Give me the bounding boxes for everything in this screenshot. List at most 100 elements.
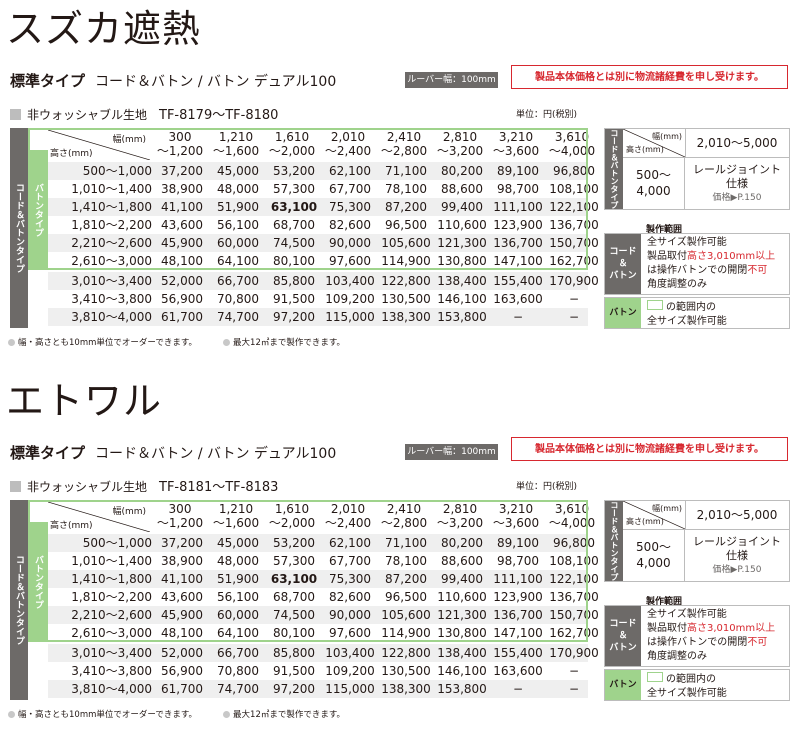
width-from: 3,610 — [554, 502, 590, 516]
price-cell: 85,800 — [273, 274, 315, 288]
label-cord: コード — [609, 247, 637, 257]
rail-width-header: 幅(mm) — [652, 504, 682, 513]
variant-label: コード＆バトン / バトン デュアル100 — [95, 74, 337, 90]
diagonal-line — [48, 130, 150, 160]
scope-operation-text: は操作バトンでの開閉 — [647, 637, 748, 648]
scope-baton-line2: 全サイズ製作可能 — [647, 316, 727, 327]
price-cell: 121,300 — [437, 608, 487, 622]
price-section: スズカ遮熱 標準タイプ コード＆バトン / バトン デュアル100 ルーバー幅：100… — [6, 7, 790, 348]
height-header: 高さ(mm) — [50, 521, 93, 531]
height-range-label: 3,410〜3,800 — [71, 664, 152, 678]
price-cell: 138,400 — [437, 646, 487, 660]
fabric-line: 非ウォッシャブル生地 TF-8181〜TF-8183 — [10, 476, 278, 495]
height-range-label: 2,610〜3,000 — [71, 254, 152, 268]
width-from: 2,010 — [330, 502, 366, 516]
scope-cord-baton-label: コード ＆ バトン — [605, 606, 641, 666]
table-row: 3,810〜4,000 61,700 74,700 97,200 115,000 138,… — [48, 680, 588, 698]
price-cell: 37,200 — [161, 164, 203, 178]
width-column-header: 2,810 〜3,200 — [432, 502, 488, 534]
table-row: 1,410〜1,800 41,100 51,900 63,100 75,300 87,20… — [48, 198, 599, 216]
rail-height-from: 500〜 — [636, 168, 671, 182]
width-column-header: 1,210 〜1,600 — [208, 502, 264, 534]
rail-height-header: 高さ(mm) — [626, 145, 664, 154]
price-cell: 136,700 — [493, 236, 543, 250]
rail-height-from: 500〜 — [636, 540, 671, 554]
price-cell: 122,800 — [381, 274, 431, 288]
price-cell: 123,900 — [493, 590, 543, 604]
price-cell: 48,100 — [161, 626, 203, 640]
scope-baton: バトン の範囲内の 全サイズ製作可能 — [604, 297, 790, 329]
price-cell: 74,500 — [273, 608, 315, 622]
price-cell: 71,100 — [385, 536, 427, 550]
price-cell: 122,100 — [549, 572, 599, 586]
shipping-notice: 製品本体価格とは別に物流諸経費を申し受けます。 — [511, 65, 788, 89]
price-cell: 114,900 — [381, 254, 431, 268]
variant-label: コード＆バトン / バトン デュアル100 — [95, 446, 337, 462]
header-diagonal-cell: 幅(mm) 高さ(mm) — [48, 130, 150, 160]
price-cell: 80,200 — [441, 164, 483, 178]
price-cell: − — [568, 310, 580, 324]
width-column-header: 1,610 〜2,000 — [264, 502, 320, 534]
table-row: 3,410〜3,800 56,900 70,800 91,500 109,200 130,… — [48, 662, 588, 680]
rail-height-header: 高さ(mm) — [626, 517, 664, 526]
price-cell: 45,000 — [217, 536, 259, 550]
scope-baton-text: の範囲内の 全サイズ製作可能 — [647, 300, 727, 329]
price-cell: 74,500 — [273, 236, 315, 250]
width-to: 〜2,800 — [380, 516, 428, 530]
scope-baton-text: の範囲内の 全サイズ製作可能 — [647, 672, 727, 701]
width-column-header: 1,210 〜1,600 — [208, 130, 264, 162]
table-row: 1,410〜1,800 41,100 51,900 63,100 75,300 87,20… — [48, 570, 599, 588]
height-range-label: 500〜1,000 — [82, 164, 152, 178]
table-row: 3,410〜3,800 56,900 70,800 91,500 109,200 130,… — [48, 290, 588, 308]
rail-price-ref: 価格▶P.150 — [712, 565, 762, 575]
price-cell: 38,900 — [161, 554, 203, 568]
width-column-header: 3,210 〜3,600 — [488, 502, 544, 534]
width-column-header: 300 〜1,200 — [152, 502, 208, 534]
price-cell: 111,100 — [493, 200, 543, 214]
label-and: ＆ — [618, 259, 628, 269]
price-cell: 48,000 — [217, 182, 259, 196]
price-cell: 170,900 — [549, 274, 599, 288]
green-frame-legend-icon — [647, 300, 663, 310]
price-cell: 97,200 — [273, 682, 315, 696]
price-cell: 162,700 — [549, 254, 599, 268]
width-from: 300 — [168, 502, 192, 516]
price-cell: 48,100 — [161, 254, 203, 268]
header-diagonal-cell: 幅(mm) 高さ(mm) — [48, 502, 150, 532]
rail-width-range: 2,010〜5,000 — [685, 501, 789, 530]
price-cell: 90,000 — [329, 608, 371, 622]
price-table: コード＆バトンタイプ バトンタイプ 幅(mm) 高さ(mm) 300 〜1,200 1,21… — [10, 500, 599, 700]
label-cord: コード — [609, 619, 637, 629]
scope-cord-baton: コード＆バトン 全サイズ製作可能 製品取付高さ3,010mm以上 は操作バトンでの開閉… — [604, 233, 790, 295]
price-cell: 136,700 — [549, 590, 599, 604]
scope-operation-not-allowed: 不可 — [747, 265, 768, 276]
height-header: 高さ(mm) — [50, 149, 93, 159]
price-cell: 45,000 — [217, 164, 259, 178]
rail-header-diagonal: 幅(mm) 高さ(mm) — [623, 129, 686, 158]
price-cell: 60,000 — [217, 608, 259, 622]
bullet-icon — [8, 339, 15, 346]
price-cell: 82,600 — [329, 218, 371, 232]
bullet-icon — [223, 711, 231, 718]
price-cell: − — [568, 682, 580, 696]
price-cell: 97,600 — [329, 254, 371, 268]
louver-badge: ルーバー幅：100mm — [405, 72, 498, 88]
price-cell: − — [512, 310, 524, 324]
rail-line2: 仕様 — [726, 177, 748, 190]
scope-baton: バトン の範囲内の 全サイズ製作可能 — [604, 669, 790, 701]
price-cell: 96,800 — [553, 536, 595, 550]
scope-line-operation: は操作バトンでの開閉不可 — [647, 264, 775, 278]
price-cell: 155,400 — [493, 274, 543, 288]
rail-type-label: コード＆バトンタイプ — [605, 129, 623, 209]
price-cell: 64,100 — [217, 626, 259, 640]
height-range-label: 1,410〜1,800 — [71, 200, 152, 214]
scope-operation-text: は操作バトンでの開閉 — [647, 265, 748, 276]
height-range-label: 3,810〜4,000 — [71, 682, 152, 696]
louver-badge: ルーバー幅：100mm — [405, 444, 498, 460]
rail-width-header: 幅(mm) — [652, 132, 682, 141]
width-from: 1,610 — [274, 130, 310, 144]
price-cell: 53,200 — [273, 536, 315, 550]
fabric-swatch-icon — [10, 481, 21, 492]
price-cell: 103,400 — [325, 646, 375, 660]
type-label: 標準タイプ — [10, 444, 86, 462]
